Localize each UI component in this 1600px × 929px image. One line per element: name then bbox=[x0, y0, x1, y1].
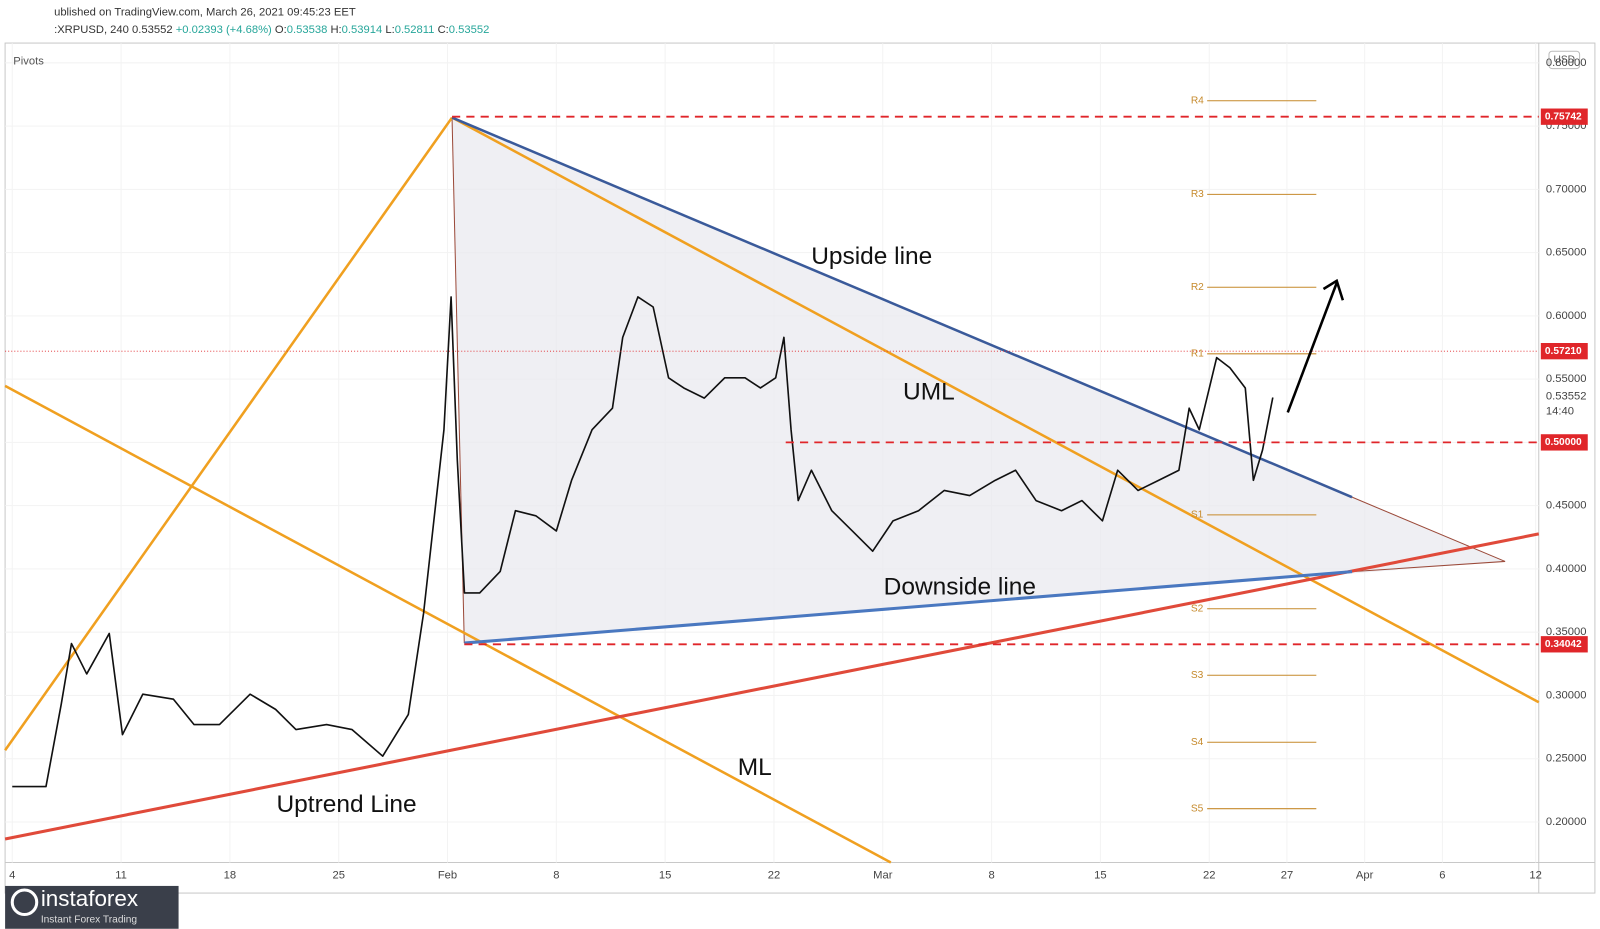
arrow-head bbox=[1322, 278, 1345, 301]
arrow-shaft bbox=[1286, 282, 1338, 413]
x-tick-label: 11 bbox=[115, 870, 127, 882]
logo: instaforex bbox=[41, 886, 138, 911]
price-level-box bbox=[1540, 636, 1588, 653]
price-level-label: 0.34042 bbox=[1545, 639, 1582, 650]
symbol-line: :XRPUSD, 240 0.53552 +0.02393 (+4.68%) O… bbox=[54, 24, 489, 36]
annotation: Uptrend Line bbox=[277, 791, 417, 818]
y-tick-label: 0.55000 bbox=[1546, 373, 1587, 385]
triangle-extension bbox=[1351, 496, 1506, 562]
x-tick-label: Feb bbox=[438, 870, 457, 882]
pivot-label: S2 bbox=[1191, 603, 1204, 614]
y-tick-label: 0.60000 bbox=[1546, 310, 1587, 322]
downside-line bbox=[464, 570, 1353, 645]
annotation: UML bbox=[903, 379, 955, 406]
pivot-label: S1 bbox=[1191, 510, 1204, 521]
pivot-label: R1 bbox=[1191, 349, 1204, 360]
pivot-label: R4 bbox=[1191, 95, 1204, 106]
y-tick-label: 0.75000 bbox=[1546, 120, 1587, 132]
y-tick-label: 0.70000 bbox=[1546, 183, 1587, 195]
y-tick-label: 0.30000 bbox=[1546, 689, 1587, 701]
uptrend-line bbox=[4, 532, 1540, 841]
y-tick-label: 0.20000 bbox=[1546, 816, 1587, 828]
logo-icon bbox=[10, 888, 39, 917]
triangle-fill bbox=[452, 117, 1506, 644]
price-level-label: 0.50000 bbox=[1545, 437, 1582, 448]
x-tick-label: 27 bbox=[1281, 870, 1293, 882]
triangle-extension bbox=[1352, 560, 1506, 573]
price-level-label: 0.57210 bbox=[1545, 346, 1582, 357]
ohlc-value: 0.53914 bbox=[342, 24, 383, 36]
y-tick-label: 0.45000 bbox=[1546, 500, 1587, 512]
currency: USD bbox=[1554, 55, 1576, 66]
x-tick-label: 22 bbox=[768, 870, 780, 882]
ohlc-value: 0.53538 bbox=[287, 24, 328, 36]
price-level-box bbox=[1540, 108, 1588, 125]
annotation: Upside line bbox=[811, 243, 932, 270]
plot-layer: R4 R3 R2 R1 S1 S2 S3 S4 S5 bbox=[5, 95, 1539, 814]
y-tick-label: 0.35000 bbox=[1546, 626, 1587, 638]
x-tick-label: 15 bbox=[1094, 870, 1106, 882]
countdown: 14:40 bbox=[1546, 406, 1574, 418]
ohlc-value: 0.52811 bbox=[395, 24, 435, 36]
axis-layer: 0.20000 0.25000 0.30000 0.35000 0.40000 0.450… bbox=[9, 57, 1588, 882]
x-tick-label: 6 bbox=[1439, 870, 1445, 882]
last-price: 0.53552 bbox=[132, 24, 173, 36]
ohlc-value: 0.53552 bbox=[449, 24, 490, 36]
change: +0.02393 (+4.68%) bbox=[176, 24, 272, 36]
y-tick-label: 0.80000 bbox=[1546, 57, 1587, 69]
x-tick-label: Mar bbox=[873, 870, 893, 882]
ml-line bbox=[4, 384, 892, 864]
x-tick-label: 18 bbox=[224, 870, 236, 882]
upside-line bbox=[451, 116, 1353, 499]
logo-tagline: Instant Forex Trading bbox=[41, 914, 138, 925]
pivot-label: R3 bbox=[1191, 189, 1204, 200]
header: ublished on TradingView.com, March 26, 2… bbox=[54, 6, 356, 18]
x-tick-label: 15 bbox=[659, 870, 671, 882]
pivot-label: S4 bbox=[1191, 737, 1204, 748]
y-tick-label: 0.65000 bbox=[1546, 247, 1587, 259]
price-level-box bbox=[1540, 343, 1588, 360]
x-tick-label: 4 bbox=[9, 870, 15, 882]
x-tick-label: 25 bbox=[332, 870, 344, 882]
price-level-label: 0.75742 bbox=[1545, 111, 1582, 122]
annotation: ML bbox=[738, 754, 772, 781]
x-tick-label: Apr bbox=[1356, 870, 1374, 882]
pivot-label: S5 bbox=[1191, 803, 1204, 814]
annotation: Downside line bbox=[884, 573, 1036, 600]
pivot-label: R2 bbox=[1191, 282, 1204, 293]
frame bbox=[4, 42, 1596, 894]
uml-line bbox=[451, 116, 1540, 704]
price-line bbox=[12, 296, 1274, 788]
x-tick-label: 12 bbox=[1529, 870, 1541, 882]
pitchfork-handle bbox=[4, 116, 454, 751]
last-price-label: 0.53552 bbox=[1546, 390, 1587, 402]
price-level-box bbox=[1540, 434, 1588, 451]
symbol: :XRPUSD, 240 bbox=[54, 24, 129, 36]
y-tick-label: 0.25000 bbox=[1546, 753, 1587, 765]
ohlc-name: C: bbox=[438, 24, 449, 36]
x-tick-label: 22 bbox=[1203, 870, 1215, 882]
currency-box[interactable] bbox=[1548, 50, 1581, 70]
ohlc-name: H: bbox=[330, 24, 341, 36]
indicator-name: Pivots bbox=[13, 55, 44, 67]
y-tick-label: 0.40000 bbox=[1546, 563, 1587, 575]
ohlc-name: O: bbox=[275, 24, 287, 36]
x-tick-label: 8 bbox=[988, 870, 994, 882]
pivot-label: S3 bbox=[1191, 670, 1204, 681]
ohlc-name: L: bbox=[385, 24, 394, 36]
x-tick-label: 8 bbox=[553, 870, 559, 882]
